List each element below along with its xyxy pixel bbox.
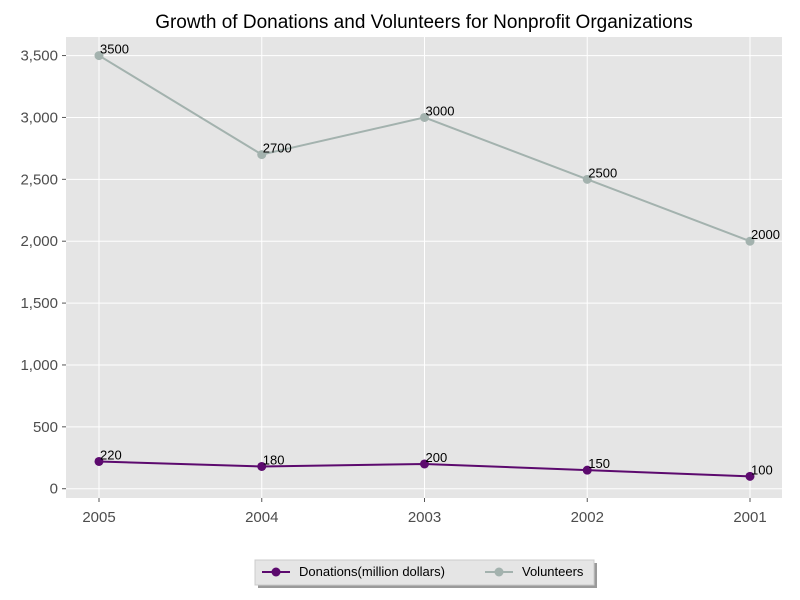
x-tick-label: 2001 [733, 509, 766, 526]
y-tick-label: 3,500 [20, 48, 58, 65]
x-axis-ticks: 2005 2004 2003 2002 2001 [82, 498, 767, 526]
y-axis-ticks: 0 500 1,000 1,500 2,000 2,500 3,000 3,500 [20, 48, 66, 498]
legend: Donations(million dollars) Volunteers [254, 559, 597, 588]
x-tick-label: 2003 [408, 509, 441, 526]
data-label-volunteers: 3000 [426, 103, 455, 118]
x-tick-label: 2004 [245, 509, 278, 526]
data-label-volunteers: 3500 [100, 42, 129, 57]
data-point-volunteers [257, 150, 267, 160]
legend-label-donations: Donations(million dollars) [299, 564, 445, 579]
y-tick-label: 500 [33, 419, 58, 436]
data-point-volunteers [94, 51, 104, 61]
data-label-donations: 180 [263, 452, 285, 467]
data-point-donations [257, 461, 267, 471]
y-tick-label: 0 [50, 481, 58, 498]
data-label-volunteers: 2500 [588, 165, 617, 180]
data-point-volunteers [745, 236, 755, 246]
data-point-donations [94, 456, 104, 466]
legend-label-volunteers: Volunteers [522, 564, 584, 579]
data-label-donations: 220 [100, 447, 122, 462]
data-point-volunteers [420, 112, 429, 122]
data-label-donations: 100 [751, 462, 773, 477]
legend-box [254, 559, 595, 586]
grid-lines [66, 37, 782, 498]
y-tick-label: 1,000 [20, 357, 58, 374]
data-point-donations [745, 471, 755, 481]
data-point-donations [582, 465, 592, 475]
y-tick-label: 2,500 [20, 171, 58, 188]
data-point-volunteers [582, 174, 592, 184]
data-label-volunteers: 2700 [263, 141, 292, 156]
legend-marker-volunteers [494, 567, 504, 577]
data-point-donations [420, 459, 429, 469]
x-tick-label: 2005 [82, 509, 115, 526]
data-label-donations: 150 [588, 456, 610, 471]
y-tick-label: 1,500 [20, 295, 58, 312]
data-label-donations: 200 [426, 450, 448, 465]
y-tick-label: 2,000 [20, 233, 58, 250]
data-label-volunteers: 2000 [751, 227, 780, 242]
legend-marker-donations [271, 567, 281, 577]
y-tick-label: 3,000 [20, 109, 58, 126]
series-group: 220 180 200 150 100 3500 2700 3000 2500 2000 [94, 42, 780, 481]
x-tick-label: 2002 [571, 509, 604, 526]
chart-title: Growth of Donations and Volunteers for N… [155, 12, 693, 33]
